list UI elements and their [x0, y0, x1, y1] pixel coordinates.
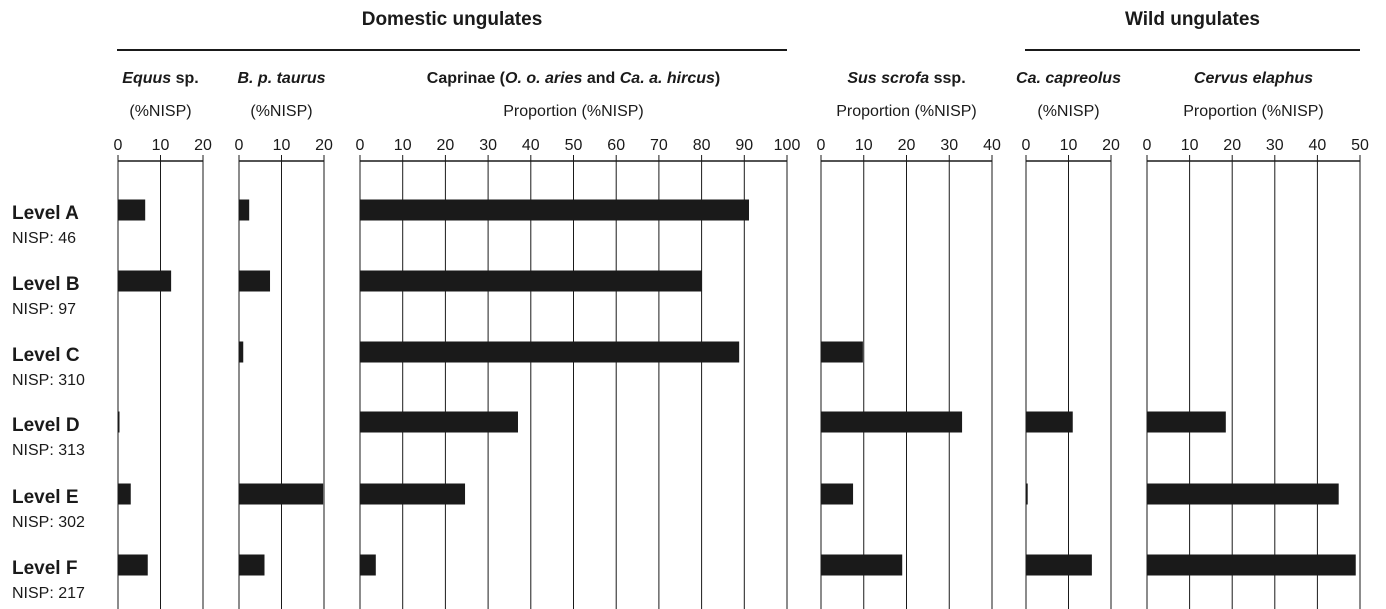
panel-title: B. p. taurus	[237, 70, 325, 87]
bar	[1147, 483, 1339, 505]
bar	[821, 341, 863, 363]
title-segment: and	[582, 70, 619, 87]
panel-title: Sus scrofa ssp.	[847, 70, 965, 87]
nisp-label: NISP: 302	[12, 514, 85, 531]
x-tick-label: 40	[983, 137, 1001, 154]
panel-subtitle: (%NISP)	[1037, 103, 1099, 120]
nisp-label: NISP: 313	[12, 442, 85, 459]
x-tick-label: 20	[194, 137, 212, 154]
x-tick-label: 10	[855, 137, 873, 154]
x-tick-label: 0	[1143, 137, 1152, 154]
x-tick-label: 90	[735, 137, 753, 154]
x-tick-label: 50	[565, 137, 583, 154]
x-tick-label: 10	[152, 137, 170, 154]
level-label: Level D	[12, 415, 80, 436]
x-tick-label: 40	[522, 137, 540, 154]
bar	[239, 270, 271, 292]
bar	[118, 270, 172, 292]
bar	[1026, 411, 1073, 433]
x-tick-label: 20	[898, 137, 916, 154]
bar	[360, 554, 376, 576]
bar	[118, 199, 146, 221]
title-segment: Ca. capreolus	[1016, 70, 1121, 87]
title-segment: Caprinae (	[427, 70, 506, 87]
panel-subtitle: (%NISP)	[129, 103, 191, 120]
x-tick-label: 20	[1223, 137, 1241, 154]
x-tick-label: 0	[356, 137, 365, 154]
title-segment: Ca. a. hircus	[620, 70, 715, 87]
panel-subtitle: Proportion (%NISP)	[503, 103, 644, 120]
panel-title: Equus sp.	[122, 70, 198, 87]
panel-title: Caprinae (O. o. aries and Ca. a. hircus)	[427, 70, 720, 87]
x-tick-label: 70	[650, 137, 668, 154]
bar	[821, 483, 854, 505]
bar	[821, 554, 903, 576]
x-tick-label: 10	[273, 137, 291, 154]
x-tick-label: 10	[394, 137, 412, 154]
title-segment: )	[715, 70, 720, 87]
x-tick-label: 60	[607, 137, 625, 154]
x-tick-label: 50	[1351, 137, 1369, 154]
level-label: Level A	[12, 203, 79, 224]
bar	[1026, 483, 1028, 505]
x-tick-label: 30	[1266, 137, 1284, 154]
x-tick-label: 0	[1022, 137, 1031, 154]
panel-title: Cervus elaphus	[1194, 70, 1313, 87]
x-tick-label: 20	[1102, 137, 1120, 154]
bar	[821, 411, 963, 433]
title-segment: O. o. aries	[505, 70, 582, 87]
bar	[1147, 411, 1226, 433]
x-tick-label: 40	[1309, 137, 1327, 154]
x-tick-label: 0	[114, 137, 123, 154]
x-tick-label: 20	[437, 137, 455, 154]
x-tick-label: 80	[693, 137, 711, 154]
bar	[239, 554, 265, 576]
nisp-label: NISP: 97	[12, 301, 76, 318]
nisp-label: NISP: 217	[12, 585, 85, 602]
level-label: Level C	[12, 345, 80, 366]
bar	[1026, 554, 1092, 576]
x-tick-label: 30	[479, 137, 497, 154]
title-segment: Sus scrofa	[847, 70, 929, 87]
x-tick-label: 30	[940, 137, 958, 154]
bar	[118, 411, 120, 433]
bar	[239, 341, 244, 363]
nisp-label: NISP: 310	[12, 372, 85, 389]
bar	[118, 483, 131, 505]
bar	[360, 411, 518, 433]
panel-subtitle: (%NISP)	[250, 103, 312, 120]
panel-title: Ca. capreolus	[1016, 70, 1121, 87]
group-title: Domestic ungulates	[362, 9, 543, 30]
title-segment: Equus	[122, 70, 171, 87]
bar	[1147, 554, 1356, 576]
title-segment: B. p. taurus	[237, 70, 325, 87]
bar	[239, 483, 324, 505]
title-segment: sp.	[171, 70, 199, 87]
level-label: Level E	[12, 487, 79, 508]
bar	[118, 554, 148, 576]
level-label: Level B	[12, 274, 80, 295]
bar	[360, 270, 703, 292]
bar	[360, 199, 749, 221]
bar	[239, 199, 250, 221]
x-tick-label: 10	[1060, 137, 1078, 154]
level-label: Level F	[12, 558, 77, 579]
nisp-label: NISP: 46	[12, 230, 76, 247]
panel-subtitle: Proportion (%NISP)	[836, 103, 977, 120]
x-tick-label: 0	[817, 137, 826, 154]
title-segment: ssp.	[929, 70, 965, 87]
bar	[360, 483, 466, 505]
bar	[360, 341, 740, 363]
x-tick-label: 0	[235, 137, 244, 154]
group-title: Wild ungulates	[1125, 9, 1260, 30]
panel-subtitle: Proportion (%NISP)	[1183, 103, 1324, 120]
x-tick-label: 10	[1181, 137, 1199, 154]
title-segment: Cervus elaphus	[1194, 70, 1313, 87]
x-tick-label: 20	[315, 137, 333, 154]
x-tick-label: 100	[774, 137, 801, 154]
